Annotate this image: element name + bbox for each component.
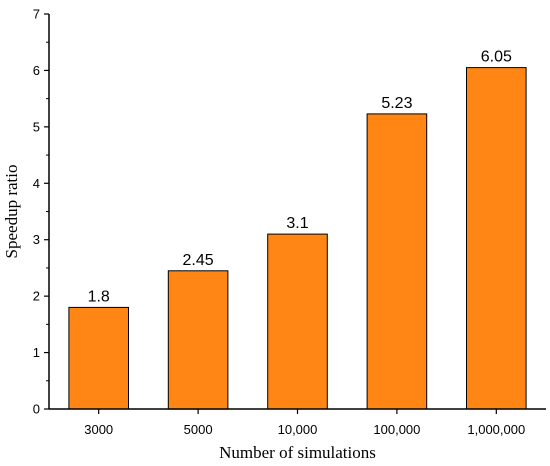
bar-0 xyxy=(68,306,129,410)
data-label-0: 1.8 xyxy=(88,288,110,305)
y-tick-label-7: 7 xyxy=(33,7,40,22)
x-tick-label-2: 10,000 xyxy=(278,422,318,437)
bar-3 xyxy=(366,113,428,410)
y-tick-label-0: 0 xyxy=(33,402,40,417)
data-label-2: 3.1 xyxy=(286,215,308,232)
data-label-4: 6.05 xyxy=(481,49,512,66)
data-label-1: 2.45 xyxy=(183,252,214,269)
y-tick-label-4: 4 xyxy=(33,176,40,191)
y-tick-label-5: 5 xyxy=(33,119,40,134)
x-tick-label-3: 100,000 xyxy=(373,422,420,437)
data-label-3: 5.23 xyxy=(381,95,412,112)
y-axis-title: Speedup ratio xyxy=(2,165,21,259)
y-tick-label-3: 3 xyxy=(33,232,40,247)
x-axis-title: Number of simulations xyxy=(219,443,376,462)
bar-2 xyxy=(267,233,328,410)
x-tick-label-0: 3000 xyxy=(84,422,113,437)
x-tick-label-4: 1,000,000 xyxy=(467,422,525,437)
y-tick-label-2: 2 xyxy=(33,289,40,304)
y-tick-label-1: 1 xyxy=(33,345,40,360)
y-tick-label-6: 6 xyxy=(33,63,40,78)
bars-layer: 1.8 2.45 3.1 5.23 6.05 xyxy=(68,49,527,410)
axes-layer: 0 1 2 3 4 5 6 7 3000 5000 10,000 100,000 1,000,000 xyxy=(33,7,546,437)
bar-4 xyxy=(466,67,527,410)
bar-1 xyxy=(167,270,229,410)
x-tick-label-1: 5000 xyxy=(184,422,213,437)
